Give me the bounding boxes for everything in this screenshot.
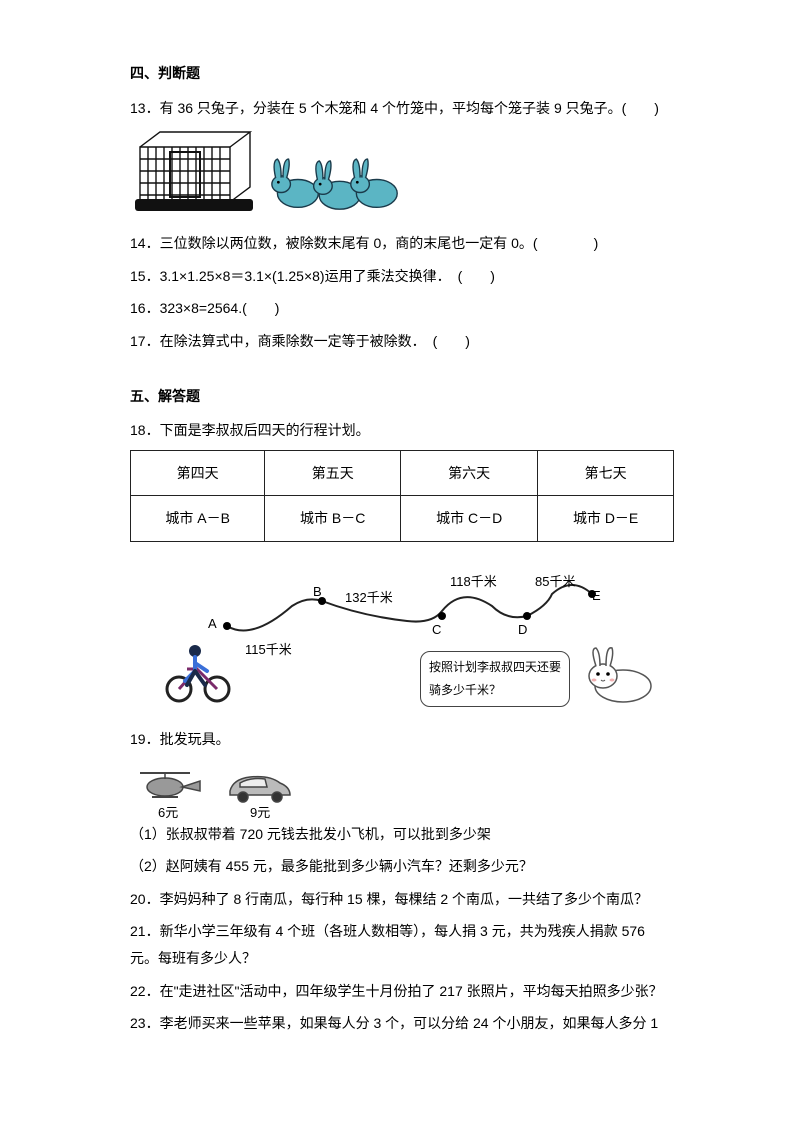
plan-route-bc: 城市 B－C bbox=[265, 496, 401, 542]
question-15: 15．3.1×1.25×8＝3.1×(1.25×8)运用了乘法交换律． ( ) bbox=[130, 263, 674, 290]
heli-price: 6元 bbox=[158, 801, 178, 826]
toys-illustration: 6元 9元 bbox=[130, 759, 300, 819]
question-18-intro: 18．下面是李叔叔后四天的行程计划。 bbox=[130, 417, 674, 444]
plan-day-7: 第七天 bbox=[538, 450, 674, 496]
question-19-title: 19．批发玩具。 bbox=[130, 726, 674, 753]
speech-bubble: 按照计划李叔叔四天还要骑多少千米？ bbox=[420, 651, 570, 707]
question-20: 20．李妈妈种了 8 行南瓜，每行种 15 棵，每棵结 2 个南瓜，一共结了多少… bbox=[130, 886, 674, 913]
question-23: 23．李老师买来一些苹果，如果每人分 3 个，可以分给 24 个小朋友，如果每人… bbox=[130, 1010, 674, 1037]
question-21: 21．新华小学三年级有 4 个班（各班人数相等），每人捐 3 元，共为残疾人捐款… bbox=[130, 918, 674, 971]
cage-icon bbox=[130, 127, 260, 217]
toys-svg bbox=[130, 759, 300, 817]
label-e: E bbox=[592, 584, 601, 609]
table-row: 第四天 第五天 第六天 第七天 bbox=[131, 450, 674, 496]
label-a: A bbox=[208, 612, 217, 637]
plan-day-6: 第六天 bbox=[401, 450, 538, 496]
plan-day-4: 第四天 bbox=[131, 450, 265, 496]
question-22: 22．在"走进社区"活动中，四年级学生十月份拍了 217 张照片，平均每天拍照多… bbox=[130, 978, 674, 1005]
question-19b: （2）赵阿姨有 455 元，最多能批到多少辆小汽车？还剩多少元？ bbox=[130, 853, 674, 880]
question-13: 13．有 36 只兔子，分装在 5 个木笼和 4 个竹笼中，平均每个笼子装 9 … bbox=[130, 95, 674, 122]
car-price: 9元 bbox=[250, 801, 270, 826]
plan-table: 第四天 第五天 第六天 第七天 城市 A－B 城市 B－C 城市 C－D 城市 … bbox=[130, 450, 674, 542]
section-5-heading: 五、解答题 bbox=[130, 383, 674, 410]
question-16: 16．323×8=2564.( ) bbox=[130, 295, 674, 322]
question-13-text: 13．有 36 只兔子，分装在 5 个木笼和 4 个竹笼中，平均每个笼子装 9 … bbox=[130, 100, 659, 116]
dist-de: 85千米 bbox=[535, 570, 575, 595]
cyclist-icon bbox=[167, 645, 229, 701]
question-14: 14．三位数除以两位数，被除数末尾有 0，商的末尾也一定有 0。( ) bbox=[130, 230, 674, 257]
dist-bc: 132千米 bbox=[345, 586, 393, 611]
question-19a: （1）张叔叔带着 720 元钱去批发小飞机，可以批到多少架 bbox=[130, 821, 674, 848]
dist-cd: 118千米 bbox=[450, 570, 497, 595]
label-d: D bbox=[518, 618, 527, 643]
bunny-icon bbox=[578, 644, 658, 704]
dist-ab: 115千米 bbox=[245, 638, 292, 663]
label-c: C bbox=[432, 618, 441, 643]
rabbits-icon bbox=[270, 142, 400, 217]
table-row: 城市 A－B 城市 B－C 城市 C－D 城市 D－E bbox=[131, 496, 674, 542]
plan-day-5: 第五天 bbox=[265, 450, 401, 496]
route-diagram: 115千米 132千米 118千米 85千米 A B C D E 按照计划李叔叔… bbox=[130, 556, 674, 716]
label-b: B bbox=[313, 580, 322, 605]
speech-text: 按照计划李叔叔四天还要骑多少千米？ bbox=[429, 660, 561, 697]
question-17: 17．在除法算式中，商乘除数一定等于被除数． ( ) bbox=[130, 328, 674, 355]
section-4-heading: 四、判断题 bbox=[130, 60, 674, 87]
plan-route-ab: 城市 A－B bbox=[131, 496, 265, 542]
plan-route-cd: 城市 C－D bbox=[401, 496, 538, 542]
q13-illustration bbox=[130, 127, 400, 222]
plan-route-de: 城市 D－E bbox=[538, 496, 674, 542]
